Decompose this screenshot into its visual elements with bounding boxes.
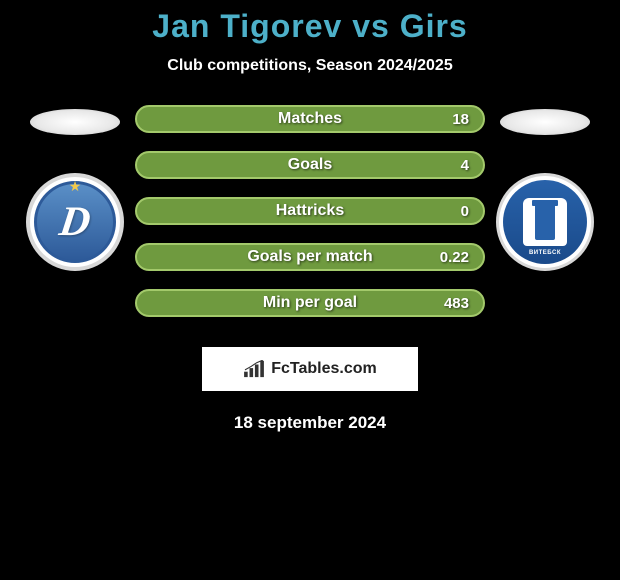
club-badge-right-text: ВИТЕБСК xyxy=(529,250,561,256)
right-column: ВИТЕБСК xyxy=(485,105,605,271)
comparison-row: ★ D Matches 18 Goals 4 Hattricks 0 Goals per m… xyxy=(0,105,620,317)
stats-column: Matches 18 Goals 4 Hattricks 0 Goals per match… xyxy=(135,105,485,317)
stat-bar-min-per-goal: Min per goal 483 xyxy=(135,289,485,317)
club-badge-left-letter: D xyxy=(49,199,101,245)
stat-bar-goals-per-match: Goals per match 0.22 xyxy=(135,243,485,271)
tower-icon xyxy=(535,204,555,240)
subtitle: Club competitions, Season 2024/2025 xyxy=(0,57,620,75)
stat-value: 4 xyxy=(461,157,469,174)
credit-box: FcTables.com xyxy=(202,347,418,391)
stat-bar-hattricks: Hattricks 0 xyxy=(135,197,485,225)
player-placeholder-left xyxy=(30,109,120,135)
stat-label: Matches xyxy=(278,110,342,128)
stat-value: 18 xyxy=(452,111,469,128)
club-badge-right-emblem xyxy=(523,198,567,246)
stat-value: 0.22 xyxy=(440,249,469,266)
stat-label: Min per goal xyxy=(263,294,357,312)
club-badge-left-inner: ★ D xyxy=(34,181,116,263)
chart-icon xyxy=(243,360,265,378)
stat-bar-goals: Goals 4 xyxy=(135,151,485,179)
club-badge-right-inner: ВИТЕБСК xyxy=(503,180,587,264)
stat-label: Goals xyxy=(288,156,332,174)
club-badge-left: ★ D xyxy=(26,173,124,271)
stat-bar-matches: Matches 18 xyxy=(135,105,485,133)
credit-text: FcTables.com xyxy=(271,360,377,378)
stat-value: 483 xyxy=(444,295,469,312)
stat-label: Hattricks xyxy=(276,202,344,220)
stat-value: 0 xyxy=(461,203,469,220)
left-column: ★ D xyxy=(15,105,135,271)
date-text: 18 september 2024 xyxy=(0,413,620,433)
stat-label: Goals per match xyxy=(247,248,372,266)
player-placeholder-right xyxy=(500,109,590,135)
main-container: Jan Tigorev vs Girs Club competitions, S… xyxy=(0,0,620,433)
star-icon: ★ xyxy=(69,178,82,195)
club-badge-right: ВИТЕБСК xyxy=(496,173,594,271)
page-title: Jan Tigorev vs Girs xyxy=(0,8,620,45)
